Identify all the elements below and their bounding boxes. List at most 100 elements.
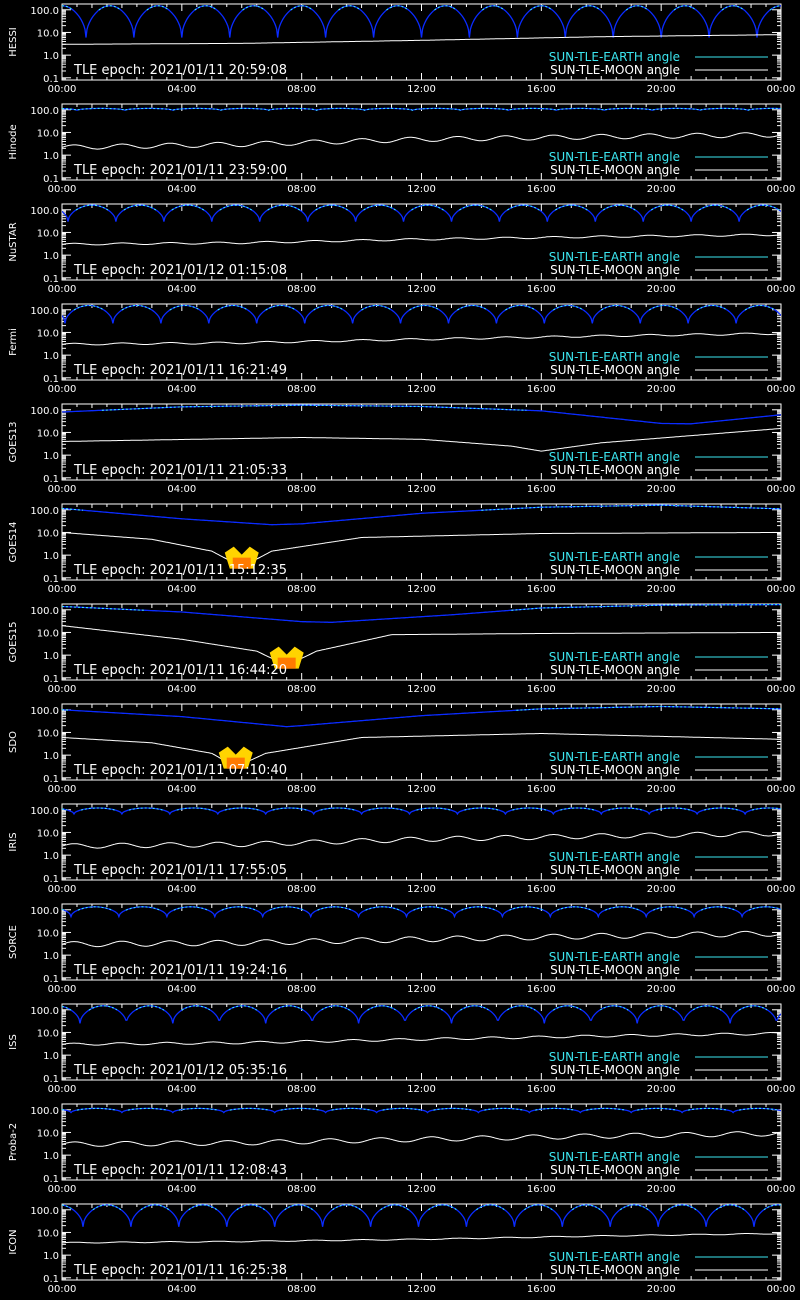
y-tick-label: 1.0 (43, 1251, 59, 1262)
x-tick-label: 00:00 (48, 484, 77, 495)
y-tick-label: 10.0 (37, 1028, 59, 1039)
panel-iris: 100.0 10.0 1.0 0.1 00:00 04:00 08:00 12:00 16:00… (0, 800, 800, 900)
panel-sdo: 100.0 10.0 1.0 0.1 00:00 04:00 08:00 12:00 16:00… (0, 700, 800, 800)
legend-moon-label: SUN-TLE-MOON angle (550, 363, 680, 377)
x-tick-label: 04:00 (167, 284, 196, 295)
x-tick-label: 08:00 (287, 1284, 316, 1295)
series-sun-tle-moon (62, 34, 781, 45)
legend-earth-label: SUN-TLE-EARTH angle (549, 150, 680, 164)
y-tick-label: 100.0 (30, 306, 59, 317)
panel-goes15: 100.0 10.0 1.0 0.1 00:00 04:00 08:00 12:00 16:00… (0, 600, 800, 700)
panel-plot: 100.010.01.00.100:00 04:00 08:00 12:00 16:00… (8, 903, 795, 995)
x-tick-label: 20:00 (647, 284, 676, 295)
x-tick-label: 16:00 (527, 984, 556, 995)
satellite-name: GOES14 (8, 521, 19, 562)
x-tick-label: 04:00 (167, 184, 196, 195)
tle-epoch-label: TLE epoch: 2021/01/12 05:35:16 (73, 1063, 287, 1078)
x-tick-label: 00:00 (48, 1084, 77, 1095)
series-sun-tle-moon (62, 1032, 781, 1046)
x-tick-label: 04:00 (167, 1084, 196, 1095)
y-tick-label: 1.0 (43, 251, 59, 262)
series-sun-tle-earth (62, 604, 781, 623)
x-tick-label: 00:00 (48, 784, 77, 795)
x-tick-label: 20:00 (647, 384, 676, 395)
legend-earth-label: SUN-TLE-EARTH angle (549, 450, 680, 464)
y-tick-label: 0.1 (43, 274, 59, 285)
x-tick-label: 16:00 (527, 184, 556, 195)
legend-moon-label: SUN-TLE-MOON angle (550, 1063, 680, 1077)
x-tick-label: 12:00 (407, 784, 436, 795)
marker-inner (232, 557, 251, 569)
panel-sorce: 100.0 10.0 1.0 0.1 00:00 04:00 08:00 12:00 16:00… (0, 900, 800, 1000)
series-sun-tle-earth (62, 5, 781, 38)
tle-epoch-label: TLE epoch: 2021/01/11 23:59:00 (73, 163, 287, 178)
x-tick-label: 00:00 (767, 1184, 796, 1195)
panel-plot: 100.010.01.00.100:00 04:00 08:00 12:00 16:00… (8, 503, 796, 595)
satellite-name: NuSTAR (8, 222, 19, 261)
x-tick-label: 12:00 (407, 184, 436, 195)
x-tick-label: 04:00 (167, 684, 196, 695)
x-tick-label: 08:00 (287, 1084, 316, 1095)
y-tick-label: 1.0 (43, 1151, 59, 1162)
series-sun-tle-moon (62, 1131, 781, 1147)
panel-iss: 100.0 10.0 1.0 0.1 00:00 04:00 08:00 12:00 16:00… (0, 1000, 800, 1100)
y-tick-label: 10.0 (37, 928, 59, 939)
x-tick-label: 04:00 (167, 784, 196, 795)
y-tick-label: 10.0 (37, 28, 59, 39)
legend-moon-label: SUN-TLE-MOON angle (550, 563, 680, 577)
y-tick-label: 1.0 (43, 951, 59, 962)
x-tick-label: 00:00 (48, 684, 77, 695)
x-tick-label: 12:00 (407, 1284, 436, 1295)
series-sun-tle-moon (62, 831, 781, 849)
y-tick-label: 0.1 (43, 874, 59, 885)
panel-hinode: 100.0 10.0 1.0 0.1 00:00 04:00 08:00 12:00 16:00… (0, 100, 800, 200)
x-tick-label: 08:00 (287, 984, 316, 995)
x-tick-label: 20:00 (647, 1284, 676, 1295)
satellite-name: ICON (8, 1229, 19, 1254)
x-tick-label: 00:00 (48, 584, 77, 595)
tle-epoch-label: TLE epoch: 2021/01/11 12:08:43 (73, 1163, 287, 1178)
y-tick-label: 10.0 (37, 828, 59, 839)
y-tick-label: 0.1 (43, 674, 59, 685)
conjunction-marker (269, 646, 304, 669)
x-tick-label: 00:00 (767, 84, 796, 95)
panel-plot: 100.010.01.00.100:00 04:00 08:00 12:00 16:00… (8, 703, 796, 795)
x-tick-label: 16:00 (527, 1084, 556, 1095)
legend-earth-label: SUN-TLE-EARTH angle (549, 650, 680, 664)
x-tick-label: 16:00 (527, 1184, 556, 1195)
panel-plot: 100.010.01.00.100:00 04:00 08:00 12:00 16:00… (8, 103, 795, 195)
tle-epoch-label: TLE epoch: 2021/01/11 07:10:40 (73, 763, 287, 778)
legend-earth-label: SUN-TLE-EARTH angle (549, 850, 680, 864)
series-sun-tle-moon (62, 233, 781, 246)
panel-plot: 100.010.01.00.100:00 04:00 08:00 12:00 16:00… (8, 603, 795, 695)
x-tick-label: 12:00 (407, 584, 436, 595)
y-tick-label: 0.1 (43, 1074, 59, 1085)
panel-plot: 100.010.01.00.100:00 04:00 08:00 12:00 16:00… (8, 803, 795, 895)
y-tick-label: 100.0 (30, 506, 59, 517)
y-tick-label: 10.0 (37, 328, 59, 339)
series-sun-tle-earth-highlight (62, 906, 781, 911)
x-tick-label: 08:00 (287, 1184, 316, 1195)
x-tick-label: 12:00 (407, 1184, 436, 1195)
marker-inner (226, 757, 245, 769)
series-sun-tle-moon (62, 625, 781, 667)
x-tick-label: 00:00 (48, 84, 77, 95)
x-tick-label: 00:00 (767, 784, 796, 795)
x-tick-label: 04:00 (167, 884, 196, 895)
y-tick-label: 100.0 (30, 1106, 59, 1117)
series-sun-tle-earth-highlight (101, 404, 527, 411)
panel-plot: 100.010.01.00.100:00 04:00 08:00 12:00 16:00… (8, 3, 796, 95)
y-tick-label: 100.0 (30, 706, 59, 717)
y-tick-label: 10.0 (37, 628, 59, 639)
x-tick-label: 00:00 (48, 284, 77, 295)
tle-epoch-label: TLE epoch: 2021/01/11 17:55:05 (73, 863, 287, 878)
x-tick-label: 00:00 (767, 584, 796, 595)
panel-plot: 100.010.01.00.100:00 04:00 08:00 12:00 16:00… (8, 303, 795, 395)
x-tick-label: 00:00 (767, 484, 796, 495)
series-sun-tle-moon (62, 733, 781, 768)
x-tick-label: 20:00 (647, 784, 676, 795)
x-tick-label: 04:00 (167, 484, 196, 495)
x-tick-label: 00:00 (767, 1084, 796, 1095)
x-tick-label: 04:00 (167, 384, 196, 395)
legend-earth-label: SUN-TLE-EARTH angle (549, 1250, 680, 1264)
